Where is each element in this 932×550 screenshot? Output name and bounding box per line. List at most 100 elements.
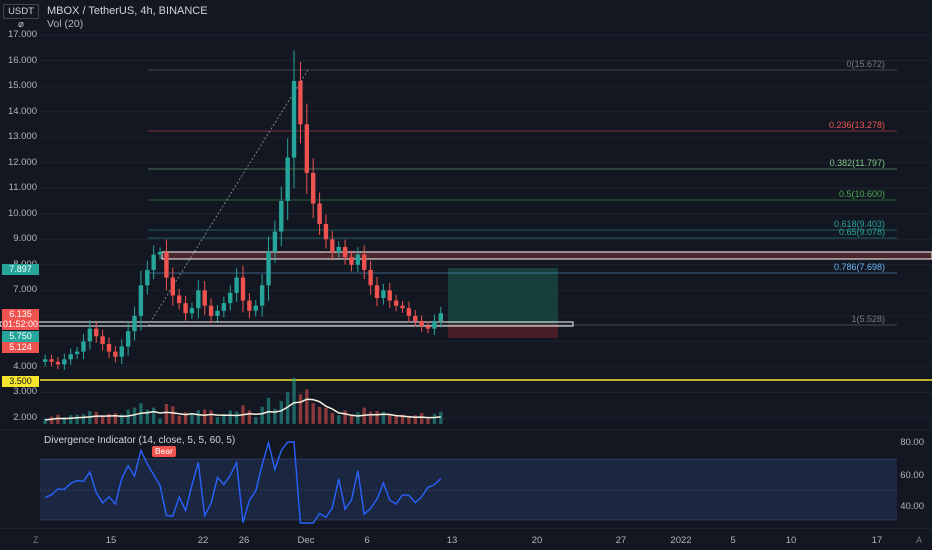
candle-body[interactable] <box>311 172 316 204</box>
y-axis-label: 3.000 <box>13 386 37 398</box>
time-axis-label: 6 <box>364 535 370 546</box>
candle-body[interactable] <box>425 326 431 329</box>
candle-body[interactable] <box>100 336 105 344</box>
resistance-zone[interactable] <box>161 251 932 260</box>
candle-body[interactable] <box>393 300 399 306</box>
candle-body[interactable] <box>362 254 367 270</box>
support-zone[interactable] <box>0 321 574 327</box>
fib-level-label: 1(5.528) <box>851 314 885 324</box>
divergence-indicator-pane[interactable] <box>0 429 932 529</box>
candle-body[interactable] <box>259 285 265 306</box>
indicator-title[interactable]: Divergence Indicator (14, close, 5, 5, 6… <box>44 435 236 446</box>
candle-body[interactable] <box>374 285 380 298</box>
candle-body[interactable] <box>272 231 278 253</box>
candle-body[interactable] <box>125 331 131 347</box>
volume-bar <box>247 410 252 424</box>
candle-body[interactable] <box>94 328 99 337</box>
volume-bar <box>273 408 277 424</box>
volume-bar <box>75 414 79 424</box>
candle-body[interactable] <box>234 277 239 293</box>
candle-body[interactable] <box>400 305 405 309</box>
candle-body[interactable] <box>240 277 246 301</box>
candle-body[interactable] <box>253 305 258 311</box>
candle-body[interactable] <box>298 80 303 125</box>
volume-bar <box>349 415 354 424</box>
candle-body[interactable] <box>221 303 227 311</box>
volume-bar <box>126 409 130 424</box>
candle-body[interactable] <box>74 351 80 355</box>
volume-indicator-label[interactable]: Vol (20) <box>47 18 84 30</box>
candle-body[interactable] <box>279 200 284 232</box>
candle-body[interactable] <box>355 254 361 265</box>
candle-body[interactable] <box>317 203 322 224</box>
volume-ma-line <box>45 398 441 421</box>
volume-bar <box>222 413 226 424</box>
candle-body[interactable] <box>106 343 112 352</box>
time-axis-label: 26 <box>238 535 250 546</box>
candle-body[interactable] <box>323 223 329 240</box>
volume-bar <box>419 413 424 424</box>
candle-body[interactable] <box>132 315 137 332</box>
candle-body[interactable] <box>62 359 67 365</box>
candle-body[interactable] <box>43 359 48 362</box>
rsi-band <box>40 459 897 520</box>
candle-body[interactable] <box>164 252 169 278</box>
candle-body[interactable] <box>342 246 348 258</box>
candle-body[interactable] <box>368 269 373 286</box>
stop-loss-zone[interactable] <box>448 324 558 338</box>
zoom-reset-icon[interactable]: Z <box>33 535 39 545</box>
price-tag: 01:52:00 <box>2 319 39 330</box>
candle-body[interactable] <box>419 320 424 327</box>
candle-body[interactable] <box>119 346 124 357</box>
candle-body[interactable] <box>266 252 271 286</box>
y-axis-label: 9.000 <box>13 233 37 245</box>
candle-body[interactable] <box>291 80 297 158</box>
candle-body[interactable] <box>68 354 73 360</box>
candle-body[interactable] <box>145 269 150 286</box>
candle-body[interactable] <box>189 308 195 314</box>
candle-body[interactable] <box>177 295 182 304</box>
candle-body[interactable] <box>247 300 252 311</box>
currency-badge[interactable]: USDT ⌀ <box>3 4 39 30</box>
price-chart[interactable] <box>0 0 932 425</box>
candle-body[interactable] <box>413 315 418 321</box>
candle-body[interactable] <box>151 254 156 270</box>
volume-bar <box>94 411 98 424</box>
candle-body[interactable] <box>170 277 175 296</box>
volume-bar <box>196 410 201 424</box>
volume-bar <box>426 418 430 424</box>
auto-scale-icon[interactable]: A <box>916 535 923 545</box>
candle-body[interactable] <box>196 290 201 309</box>
volume-bar <box>413 415 417 424</box>
candle-body[interactable] <box>387 290 392 301</box>
volume-bar <box>49 416 54 424</box>
candle-body[interactable] <box>330 239 335 253</box>
fib-level-label: 0(15.672) <box>846 59 885 69</box>
candle-body[interactable] <box>49 359 54 362</box>
candle-body[interactable] <box>228 292 233 304</box>
volume-bar <box>151 407 156 424</box>
candle-body[interactable] <box>138 285 144 316</box>
candle-body[interactable] <box>183 303 188 314</box>
candle-body[interactable] <box>87 328 93 342</box>
volume-bar <box>254 417 258 424</box>
candle-body[interactable] <box>55 361 61 365</box>
candle-body[interactable] <box>285 157 290 201</box>
fib-level-label: 0.786(7.698) <box>833 262 885 272</box>
take-profit-zone[interactable] <box>448 268 558 324</box>
candle-body[interactable] <box>157 252 163 255</box>
candle-body[interactable] <box>113 351 118 357</box>
candle-body[interactable] <box>336 246 341 253</box>
candle-body[interactable] <box>406 308 412 316</box>
candle-body[interactable] <box>81 341 86 352</box>
candle-body[interactable] <box>208 305 214 316</box>
candle-body[interactable] <box>202 290 207 306</box>
symbol-title[interactable]: MBOX / TetherUS, 4h, BINANCE <box>47 5 208 17</box>
candle-body[interactable] <box>381 290 386 298</box>
candle-body[interactable] <box>349 257 354 265</box>
candle-body[interactable] <box>432 320 437 329</box>
volume-bar <box>234 411 239 424</box>
candle-body[interactable] <box>215 310 220 316</box>
candle-body[interactable] <box>304 124 309 173</box>
candle-body[interactable] <box>438 313 443 321</box>
